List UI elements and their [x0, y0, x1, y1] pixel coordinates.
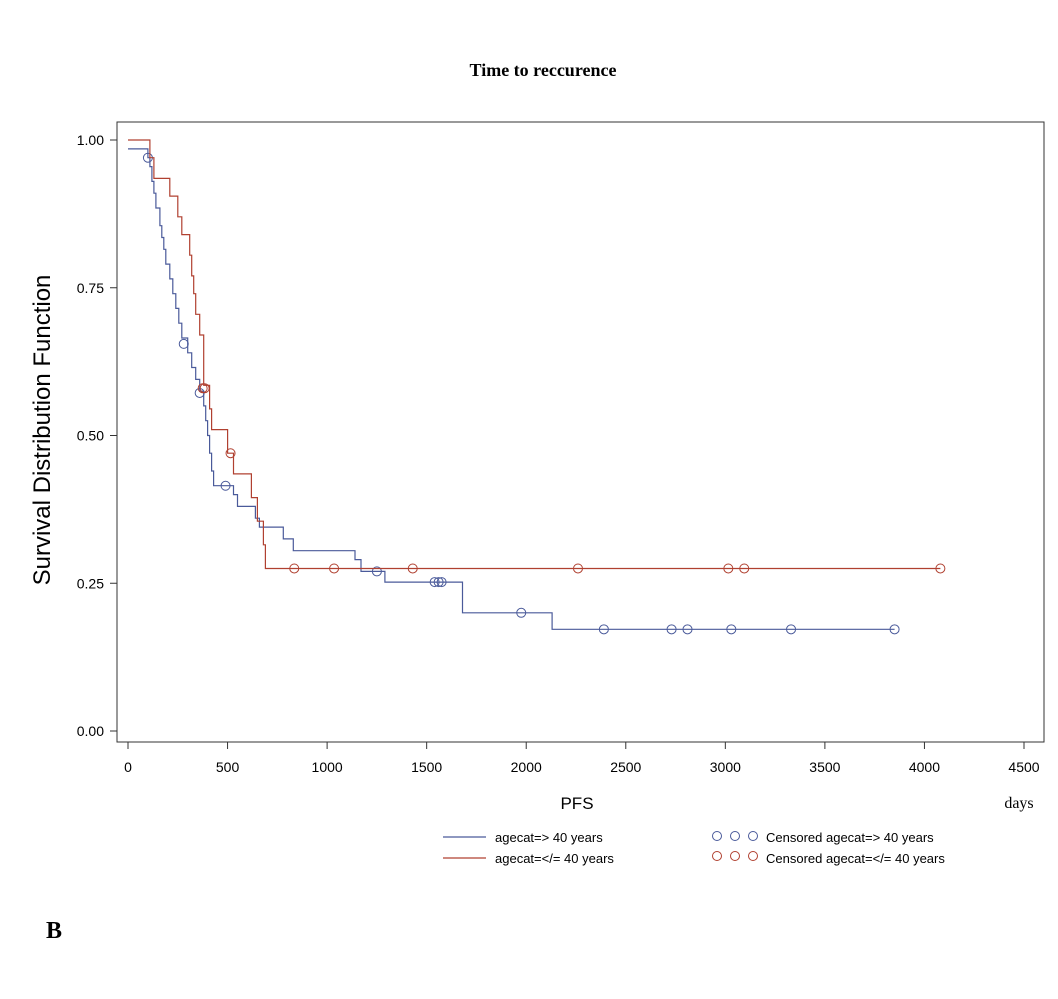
x-tick-label: 4500	[1008, 759, 1039, 775]
legend-censored-label-series-1: Censored agecat=> 40 years	[766, 830, 934, 845]
censored-marker-series-1	[436, 577, 447, 588]
legend-censored-marker	[748, 831, 758, 841]
plot-area	[128, 139, 946, 635]
legend-censored-label-series-2: Censored agecat=</= 40 years	[766, 851, 945, 866]
censored-marker-series-2	[723, 563, 734, 574]
censored-marker-series-2	[225, 448, 236, 459]
survival-curve-series-1	[128, 148, 895, 630]
panel-label: B	[46, 918, 62, 944]
x-tick-label: 2500	[610, 759, 641, 775]
x-tick-label: 3500	[809, 759, 840, 775]
survival-curve-series-2	[128, 139, 941, 570]
censored-marker-series-2	[199, 383, 210, 394]
legend: agecat=> 40 years agecat=</= 40 years Ce…	[443, 830, 945, 866]
chart-title: Time to reccurence	[470, 60, 617, 80]
x-axis-label: PFS	[560, 794, 593, 813]
y-tick-label: 0.75	[77, 280, 104, 296]
x-tick-label: 3000	[710, 759, 741, 775]
legend-censored-marker	[730, 831, 740, 841]
censored-marker-series-1	[371, 566, 382, 577]
y-axis: 0.00 0.25 0.50 0.75 1.00	[77, 132, 117, 739]
plot-frame	[116, 121, 1045, 743]
censored-marker-series-1	[726, 624, 737, 635]
x-axis-units: days	[1004, 795, 1033, 812]
censored-marker-series-2	[935, 563, 946, 574]
censored-marker-series-1	[433, 577, 444, 588]
legend-censored-marker	[748, 851, 758, 861]
x-tick-label: 500	[216, 759, 240, 775]
censored-marker-series-1	[516, 607, 527, 618]
legend-label-series-2: agecat=</= 40 years	[495, 851, 614, 866]
censored-marker-series-1	[598, 624, 609, 635]
y-tick-label: 0.00	[77, 723, 104, 739]
legend-censored-markers-series-2	[712, 851, 758, 861]
censored-marker-series-1	[682, 624, 693, 635]
censored-marker-series-2	[572, 563, 583, 574]
y-axis-label: Survival Distribution Function	[29, 275, 56, 586]
censored-marker-series-1	[666, 624, 677, 635]
legend-label-series-1: agecat=> 40 years	[495, 830, 603, 845]
x-tick-label: 2000	[511, 759, 542, 775]
y-tick-label: 0.50	[77, 428, 104, 444]
y-tick-label: 0.25	[77, 575, 104, 591]
x-tick-label: 4000	[909, 759, 940, 775]
legend-censored-marker	[712, 851, 722, 861]
censored-marker-series-2	[739, 563, 750, 574]
x-tick-label: 0	[124, 759, 132, 775]
x-axis: 0 500 1000 1500 2000 2500 3000 3500 4000 4500	[124, 742, 1040, 775]
censored-marker-series-1	[786, 624, 797, 635]
censored-marker-series-2	[407, 563, 418, 574]
censored-marker-series-2	[289, 563, 300, 574]
legend-censored-markers-series-1	[712, 831, 758, 841]
censored-marker-series-1	[429, 577, 440, 588]
y-tick-label: 1.00	[77, 132, 104, 148]
censored-marker-series-1	[220, 480, 231, 491]
legend-censored-marker	[730, 851, 740, 861]
censored-marker-series-1	[889, 624, 900, 635]
x-tick-label: 1500	[411, 759, 442, 775]
censored-marker-series-1	[178, 338, 189, 349]
legend-censored-marker	[712, 831, 722, 841]
censored-marker-series-2	[329, 563, 340, 574]
x-tick-label: 1000	[312, 759, 343, 775]
